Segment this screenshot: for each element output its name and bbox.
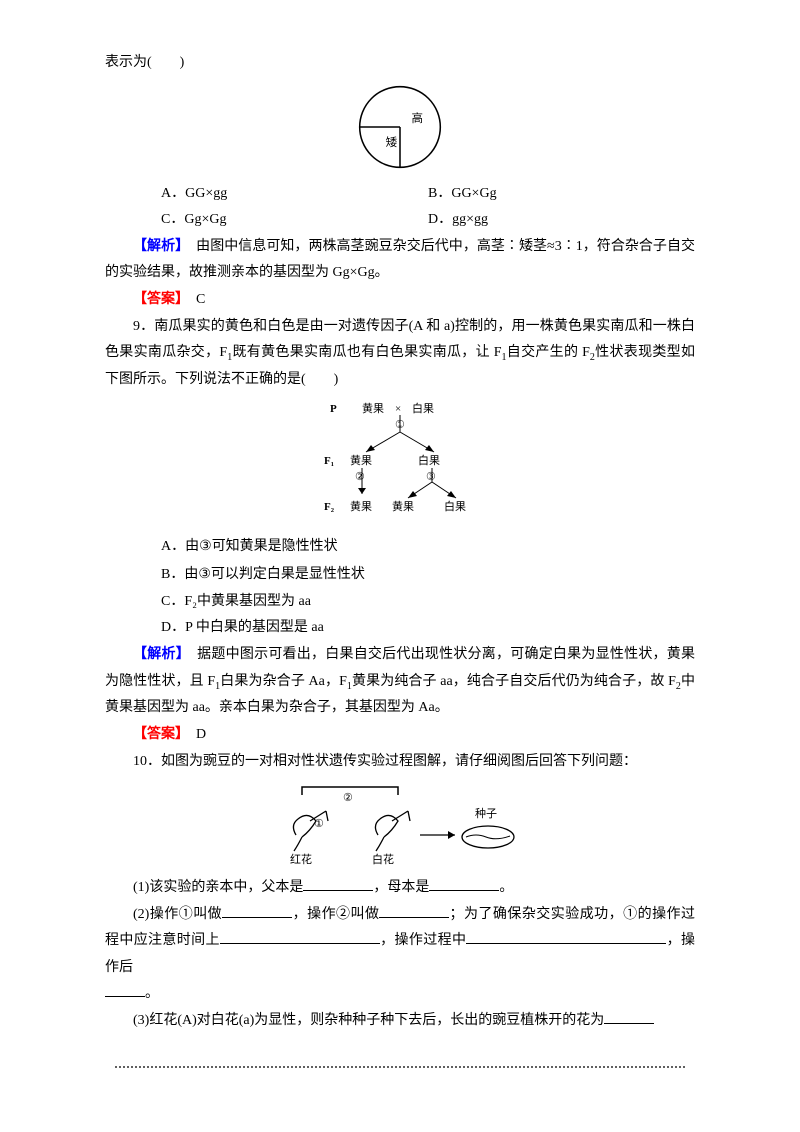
analysis-label: 【解析】: [133, 647, 183, 662]
svg-text:P: P: [330, 403, 337, 415]
q10-num: 10．: [133, 754, 161, 769]
option-a: A．GG×gg: [105, 181, 428, 208]
svg-text:黄果: 黄果: [392, 499, 414, 513]
q10-1-end: 。: [499, 880, 513, 895]
q9-answer-text: D: [182, 727, 206, 742]
svg-text:白果: 白果: [418, 453, 440, 467]
q9-an-b: 白果为杂合子 Aa，F: [220, 674, 347, 689]
q10-3-pre: (3)红花(A)对白花(a)为显性，则杂种种子种下去后，长出的豌豆植株开的花为: [133, 1013, 604, 1028]
q9-an-c: 黄果为纯合子 aa，纯合子自交后代仍为纯合子，故 F: [352, 674, 676, 689]
blank: [220, 943, 380, 944]
opt-b-post: 可以判定白果是显性性状: [211, 567, 365, 582]
page-border: [115, 1065, 685, 1068]
blank: [379, 917, 449, 918]
q10-diagram: ② ① 红花 白花 种子: [105, 781, 695, 869]
q9-b: 既有黄色果实南瓜也有白色果实南瓜，让 F: [232, 345, 501, 360]
q8-answer-text: C: [182, 292, 205, 307]
q10-text: 10．如图为豌豆的一对相对性状遗传实验过程图解，请仔细阅图后回答下列问题：: [105, 749, 695, 776]
q8-options-row1: A．GG×gg B．GG×Gg: [105, 181, 695, 208]
q9-analysis: 【解析】 据题中图示可看出，白果自交后代出现性状分离，可确定白果为显性性状，黄果…: [105, 642, 695, 722]
svg-text:白果: 白果: [444, 499, 466, 513]
q10-2-m3: ，操作过程中: [380, 933, 466, 948]
svg-text:F₁: F₁: [324, 455, 334, 467]
opt-b-circ: ③: [198, 565, 211, 581]
q8-analysis: 【解析】 由图中信息可知，两株高茎豌豆杂交后代中，高茎∶矮茎≈3∶1，符合杂合子…: [105, 234, 695, 287]
fragment-text: 表示为( ): [105, 50, 695, 77]
q9-text: 9．南瓜果实的黄色和白色是由一对遗传因子(A 和 a)控制的，用一株黄色果实南瓜…: [105, 314, 695, 394]
blank: [429, 890, 499, 891]
q9-option-a: A．由③可知黄果是隐性性状: [105, 532, 695, 561]
pie-chart: 矮 高: [105, 79, 695, 175]
q10-body: 如图为豌豆的一对相对性状遗传实验过程图解，请仔细阅图后回答下列问题：: [161, 754, 637, 769]
svg-text:②: ②: [343, 792, 353, 804]
q10-1: (1)该实验的亲本中，父本是 ，母本是 。: [105, 875, 695, 902]
q9-option-c: C．F₂中黄果基因型为 aa: [105, 589, 695, 616]
q10-1-mid: ，母本是: [373, 880, 429, 895]
opt-a-circ: ③: [199, 537, 212, 553]
option-d: D．gg×gg: [428, 207, 695, 234]
q10-2-m1: ，操作②叫做: [292, 907, 379, 922]
analysis-label: 【解析】: [133, 239, 182, 254]
svg-text:红花: 红花: [290, 853, 312, 866]
svg-text:白果: 白果: [412, 401, 434, 415]
svg-text:种子: 种子: [475, 806, 497, 820]
q9-num: 9．: [133, 319, 154, 334]
answer-label: 【答案】: [133, 292, 182, 307]
svg-text:黄果: 黄果: [350, 453, 372, 467]
q9-option-b: B．由③可以判定白果是显性性状: [105, 560, 695, 589]
cross-diagram: P 黄果 × 白果 ① F₁ 黄果 白果 ② ③ F₂ 黄果 黄果 白果: [105, 398, 695, 528]
blank: [466, 943, 666, 944]
q10-2-end: 。: [145, 986, 159, 1001]
svg-text:③: ③: [426, 471, 436, 483]
q10-3: (3)红花(A)对白花(a)为显性，则杂种种子种下去后，长出的豌豆植株开的花为: [105, 1008, 695, 1035]
blank: [222, 917, 292, 918]
blank: [105, 996, 145, 997]
option-c: C．Gg×Gg: [105, 207, 428, 234]
q10-2-tail: 。: [105, 981, 695, 1008]
svg-text:白花: 白花: [372, 852, 394, 866]
svg-text:黄果: 黄果: [350, 499, 372, 513]
pie-label-tall: 高: [412, 111, 424, 125]
opt-b-pre: B．由: [161, 567, 198, 582]
blank: [604, 1023, 654, 1024]
svg-text:①: ①: [314, 818, 324, 830]
q10-1-pre: (1)该实验的亲本中，父本是: [133, 880, 303, 895]
svg-text:②: ②: [355, 471, 365, 483]
blank: [303, 890, 373, 891]
option-b: B．GG×Gg: [428, 181, 695, 208]
q8-options-row2: C．Gg×Gg D．gg×gg: [105, 207, 695, 234]
q10-2-pre: (2)操作①叫做: [133, 907, 222, 922]
q8-answer: 【答案】 C: [105, 287, 695, 314]
q9-c: 自交产生的 F: [506, 345, 589, 360]
svg-text:F₂: F₂: [324, 501, 335, 513]
opt-a-post: 可知黄果是隐性性状: [212, 539, 338, 554]
pie-label-short: 矮: [386, 135, 398, 149]
opt-a-pre: A．由: [161, 539, 199, 554]
q10-2: (2)操作①叫做，操作②叫做；为了确保杂交实验成功，①的操作过程中应注意时间上，…: [105, 902, 695, 982]
q9-answer: 【答案】 D: [105, 722, 695, 749]
svg-text:黄果: 黄果: [362, 401, 384, 415]
q8-analysis-text: 由图中信息可知，两株高茎豌豆杂交后代中，高茎∶矮茎≈3∶1，符合杂合子自交的实验…: [105, 239, 695, 281]
svg-text:×: ×: [395, 403, 401, 415]
answer-label: 【答案】: [133, 727, 182, 742]
q9-option-d: D．P 中白果的基因型是 aa: [105, 615, 695, 642]
